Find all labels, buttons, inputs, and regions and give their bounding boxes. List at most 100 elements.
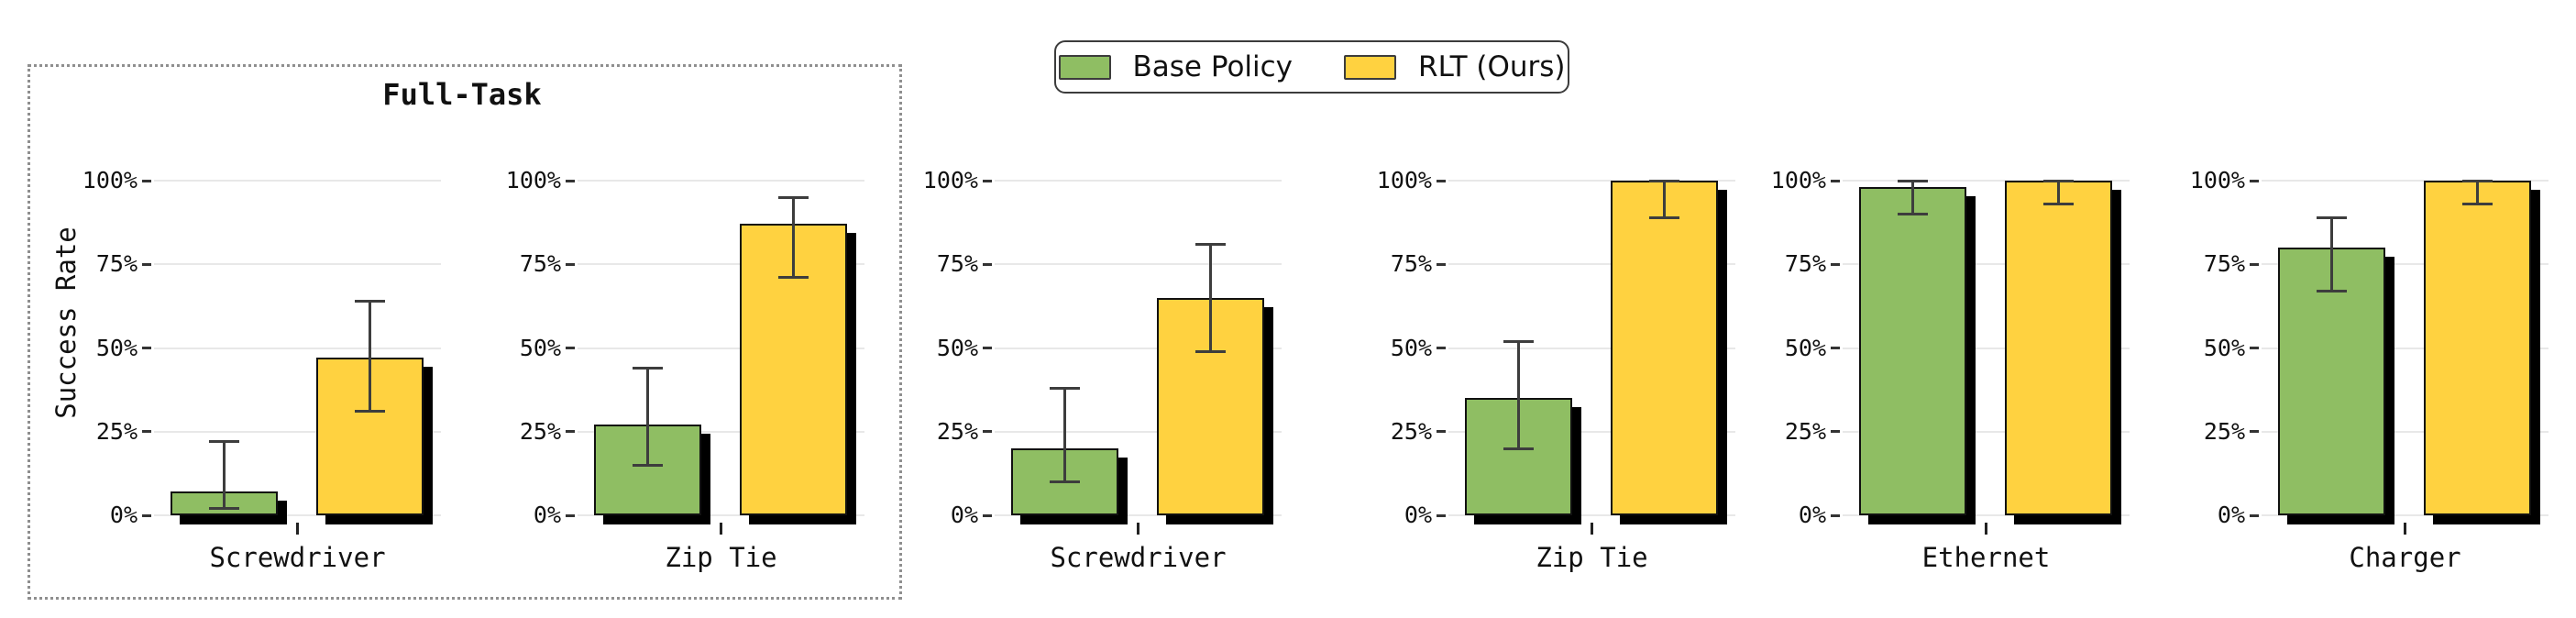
error-bar-cap-bottom [2043,203,2074,206]
gridline [154,430,441,433]
y-tick-label: 25% [936,417,978,445]
x-tick-mark [296,523,299,535]
y-tick-label: 0% [2217,502,2245,528]
bar-rlt [1611,181,1718,515]
y-tick-mark [566,262,575,266]
y-tick-label: 0% [1404,502,1432,528]
y-tick-mark [566,513,575,517]
y-tick-mark [1437,513,1446,517]
gridline [1448,180,1735,182]
error-bar-cap-top [778,195,809,199]
gridline [578,514,864,516]
error-bar-cap-top [1503,339,1534,343]
y-tick-mark [566,179,575,182]
y-tick-label: 0% [109,502,138,528]
y-tick-mark [1437,347,1446,349]
x-tick-mark [1137,523,1139,535]
y-tick-label: 100% [82,167,138,193]
error-bar-line [2330,217,2333,292]
full-task-group-box [28,64,902,600]
error-bar-line [1663,181,1666,218]
y-tick-mark [1831,262,1840,266]
error-bar-cap-bottom [355,410,385,414]
legend-label-rlt: RLT (Ours) [1418,50,1566,83]
y-tick-label: 75% [95,250,138,278]
gridline [578,263,864,266]
y-tick-label: 50% [936,334,978,361]
x-tick-label: Ethernet [1921,542,2051,573]
y-tick-mark [983,430,992,434]
y-tick-mark [983,347,992,349]
y-tick-label: 75% [2203,250,2245,278]
error-bar-cap-top [2462,179,2493,182]
gridline [154,514,441,516]
gridline [995,180,1282,182]
error-bar-line [2057,181,2060,204]
error-bar-line [1209,244,1212,352]
y-tick-label: 100% [505,167,561,193]
error-bar-cap-top [1898,179,1928,182]
legend-swatch-rlt [1344,54,1397,80]
y-tick-label: 100% [1376,167,1432,193]
bar-rlt [2424,181,2531,515]
error-bar-cap-top [1649,179,1679,182]
y-tick-label: 25% [2203,417,2245,445]
y-tick-mark [1831,513,1840,517]
y-tick-mark [1437,179,1446,182]
y-tick-label: 0% [1798,502,1826,528]
gridline [2262,347,2548,349]
gridline [1448,347,1735,349]
gridline [995,514,1282,516]
error-bar-cap-bottom [2317,289,2347,292]
gridline [2262,180,2548,182]
y-tick-label: 100% [1770,167,1826,193]
gridline [1843,514,2130,516]
y-tick-label: 25% [1784,417,1826,445]
y-tick-label: 50% [2203,334,2245,361]
error-bar-cap-top [2043,179,2074,182]
error-bar-line [2476,181,2479,204]
y-tick-label: 50% [1784,334,1826,361]
bar-base-policy [1859,187,1966,515]
y-tick-mark [1437,430,1446,434]
y-tick-mark [1831,179,1840,182]
gridline [578,180,864,182]
x-tick-mark [720,523,722,535]
error-bar-line [1063,388,1066,482]
gridline [995,430,1282,433]
error-bar-cap-top [633,366,663,370]
error-bar-cap-bottom [1195,349,1226,353]
gridline [2262,430,2548,433]
error-bar-cap-bottom [1503,447,1534,450]
error-bar-line [1517,341,1520,448]
y-tick-label: 75% [519,250,561,278]
gridline [1448,430,1735,433]
legend-item-base-policy: Base Policy [1058,50,1293,83]
gridline [1843,347,2130,349]
legend-swatch-base-policy [1058,54,1111,80]
y-tick-mark [1831,430,1840,434]
x-tick-label: Zip Tie [1536,542,1648,573]
error-bar-line [792,197,795,278]
bar-rlt [2005,181,2112,515]
error-bar-cap-bottom [778,276,809,280]
gridline [1448,263,1735,266]
y-tick-mark [983,179,992,182]
y-tick-label: 50% [95,334,138,361]
error-bar-line [1911,181,1914,215]
y-tick-label: 50% [519,334,561,361]
y-tick-label: 0% [533,502,561,528]
y-tick-mark [142,430,151,434]
y-tick-mark [2250,430,2259,434]
y-tick-label: 75% [1390,250,1432,278]
error-bar-line [646,368,649,466]
y-tick-mark [1437,262,1446,266]
x-tick-mark [1985,523,1987,535]
y-tick-label: 75% [1784,250,1826,278]
gridline [1843,430,2130,433]
gridline [995,347,1282,349]
y-tick-label: 25% [519,417,561,445]
y-tick-label: 50% [1390,334,1432,361]
error-bar-line [369,301,371,412]
